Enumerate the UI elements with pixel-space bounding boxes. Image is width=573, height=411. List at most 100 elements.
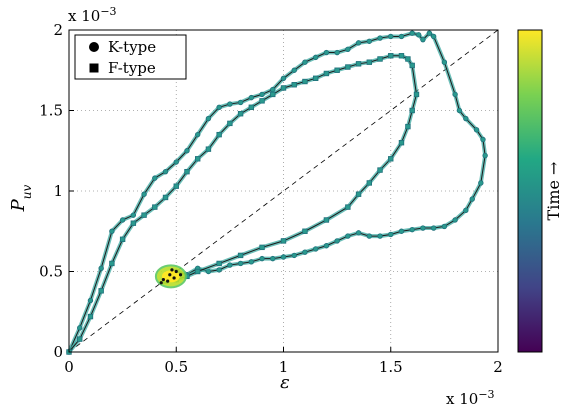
point-k-type (131, 213, 136, 218)
point-f-type (153, 205, 158, 210)
point-f-type (346, 205, 351, 210)
y-tick-label: 1 (53, 182, 63, 200)
legend: K-type F-type (75, 35, 186, 79)
point-k-type (464, 208, 469, 213)
point-k-type (388, 34, 393, 39)
y-tick-label: 1.5 (39, 102, 63, 120)
colorbar: Time → (518, 30, 563, 352)
point-k-type (470, 197, 475, 202)
point-k-type (335, 50, 340, 55)
x-tick-label: 0.5 (164, 358, 188, 376)
point-k-type (399, 34, 404, 39)
point-k-type (238, 261, 243, 266)
early-cluster-point (179, 273, 182, 276)
point-f-type (356, 62, 361, 67)
point-f-type (388, 53, 393, 58)
point-f-type (270, 92, 275, 97)
point-k-type (416, 33, 421, 38)
point-f-type (281, 239, 286, 244)
point-k-type (195, 132, 200, 137)
point-k-type (427, 31, 432, 36)
point-k-type (174, 160, 179, 165)
point-f-type (238, 111, 243, 116)
point-k-type (163, 169, 168, 174)
point-k-type (185, 148, 190, 153)
point-k-type (453, 92, 458, 97)
point-k-type (260, 92, 265, 97)
point-f-type (292, 82, 297, 87)
early-cluster-point (166, 280, 169, 283)
point-k-type (421, 37, 426, 42)
point-k-type (479, 181, 484, 186)
point-k-type (367, 234, 372, 239)
legend-label-k-type: K-type (108, 38, 156, 56)
point-f-type (174, 184, 179, 189)
point-f-type (303, 79, 308, 84)
x-axis-label: ε (280, 372, 290, 393)
point-k-type (249, 260, 254, 265)
series-line-k-type (69, 33, 485, 352)
y-axis-label: Puv (8, 184, 34, 212)
x-tick-label: 0 (64, 358, 74, 376)
point-f-type (238, 253, 243, 258)
point-f-type (185, 169, 190, 174)
point-f-type (410, 63, 415, 68)
point-f-type (414, 92, 419, 97)
point-k-type (217, 105, 222, 110)
point-f-type (406, 124, 411, 129)
point-f-type (88, 314, 93, 319)
point-k-type (464, 116, 469, 121)
early-cluster-point (160, 281, 163, 284)
point-f-type (228, 121, 233, 126)
point-f-type (388, 157, 393, 162)
y-tick-label: 0 (53, 343, 63, 361)
point-f-type (120, 237, 125, 242)
x-tick-label: 2 (493, 358, 503, 376)
point-k-type (110, 229, 115, 234)
point-k-type (431, 34, 436, 39)
colorbar-gradient (518, 30, 542, 352)
point-f-type (410, 108, 415, 113)
point-f-type (378, 57, 383, 62)
point-k-type (431, 226, 436, 231)
point-k-type (324, 50, 329, 55)
point-f-type (324, 71, 329, 76)
point-k-type (474, 128, 479, 133)
early-cluster-point (168, 273, 171, 276)
point-k-type (238, 100, 243, 105)
point-f-type (367, 60, 372, 65)
point-k-type (410, 31, 415, 36)
point-k-type (120, 218, 125, 223)
point-f-type (406, 57, 411, 62)
point-k-type (453, 218, 458, 223)
point-f-type (195, 157, 200, 162)
point-k-type (346, 234, 351, 239)
y-scale-label: x 10−3 (68, 5, 117, 26)
point-k-type (303, 250, 308, 255)
early-cluster-point (173, 276, 176, 279)
legend-marker-k-type (89, 42, 99, 52)
point-k-type (399, 229, 404, 234)
point-k-type (410, 227, 415, 232)
point-k-type (270, 256, 275, 261)
point-f-type (260, 99, 265, 104)
legend-marker-f-type (90, 64, 99, 73)
point-f-type (378, 168, 383, 173)
point-k-type (442, 60, 447, 65)
point-k-type (281, 255, 286, 260)
colorbar-label: Time → (544, 162, 563, 221)
point-f-type (367, 181, 372, 186)
point-k-type (356, 41, 361, 46)
point-f-type (163, 195, 168, 200)
point-k-type (88, 298, 93, 303)
point-k-type (313, 247, 318, 252)
point-k-type (335, 239, 340, 244)
point-k-type (378, 234, 383, 239)
point-f-type (195, 269, 200, 274)
point-k-type (324, 243, 329, 248)
point-f-type (346, 65, 351, 70)
x-scale-label: x 10−3 (446, 388, 495, 409)
early-cluster-point (162, 278, 165, 281)
y-tick-label: 2 (53, 21, 63, 39)
